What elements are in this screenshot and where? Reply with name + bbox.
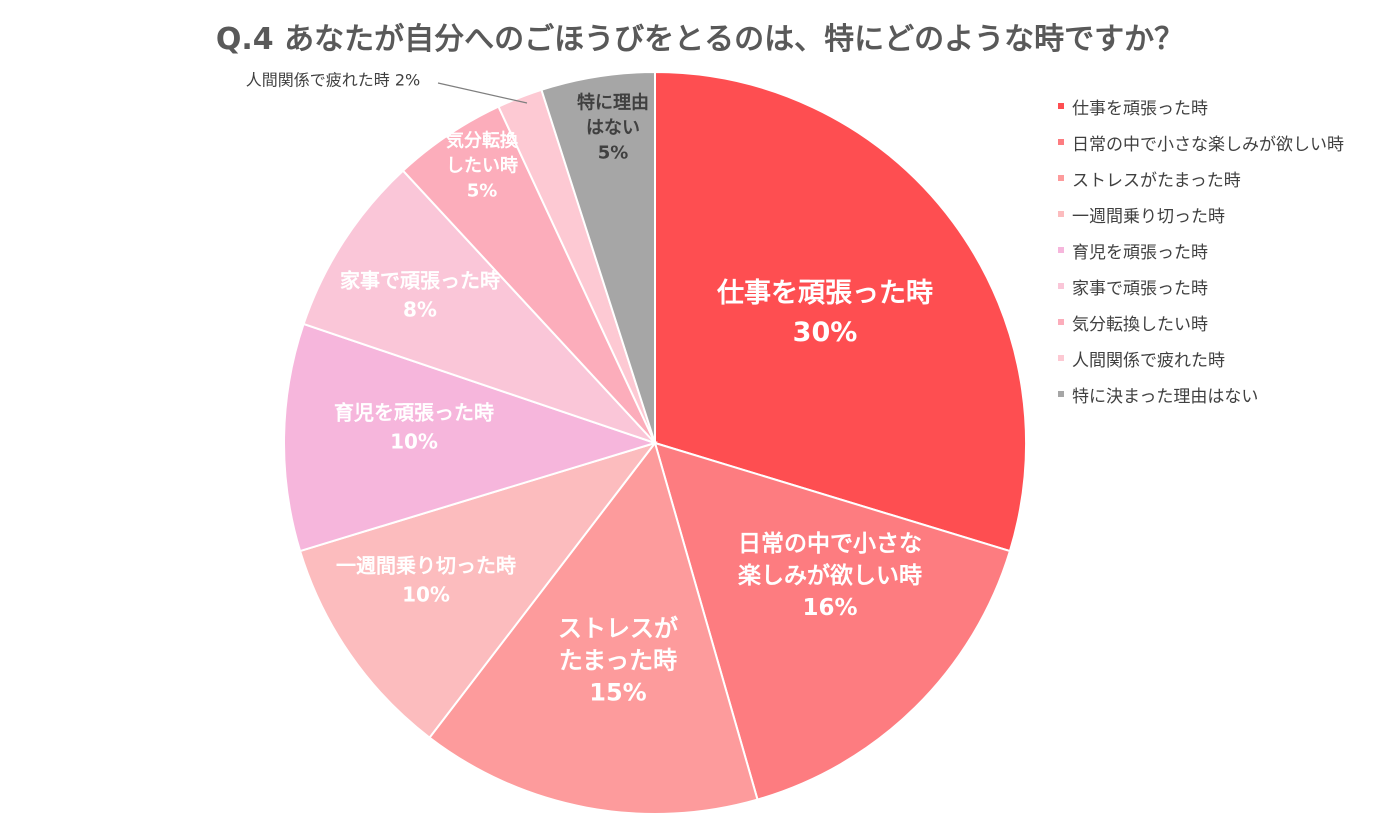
slice-label: 日常の中で小さな楽しみが欲しい時 16%: [738, 531, 922, 621]
pie-slice: [540, 70, 656, 444]
pie-slice: [654, 70, 1027, 553]
slice-label: 人間関係で疲れた時 2%: [246, 71, 420, 90]
slice-label-line: 30%: [793, 317, 858, 348]
legend-label: ストレスがたまった時: [1072, 170, 1241, 191]
legend-label: 人間関係で疲れた時: [1072, 350, 1225, 371]
slice-label: 家事で頑張った時 8%: [340, 269, 500, 322]
legend-swatch: [1058, 355, 1064, 361]
legend-swatch: [1058, 139, 1064, 145]
slice-label-line: 気分転換: [446, 129, 519, 151]
slice-label-line: したい時: [446, 155, 518, 176]
slice-label-line: 仕事を頑張った時: [716, 278, 933, 309]
slice-label-line: 8%: [403, 298, 437, 322]
legend-swatch: [1058, 247, 1064, 253]
slice-label-line: 育児を頑張った時: [334, 401, 494, 425]
legend-item: 育児を頑張った時: [1058, 232, 1344, 268]
legend-item: 仕事を頑張った時: [1058, 88, 1344, 124]
legend-item: ストレスがたまった時: [1058, 160, 1344, 196]
slice-label-line: 5%: [598, 142, 629, 163]
legend-label: 特に決まった理由はない: [1072, 386, 1259, 407]
slice-label-line: 10%: [390, 430, 438, 454]
slice-label: 気分転換したい時 5%: [446, 129, 519, 201]
legend: 仕事を頑張った時日常の中で小さな楽しみが欲しい時 ストレスがたまった時 一週間乗り切…: [1058, 88, 1344, 412]
slice-label-line: 楽しみが欲しい時: [738, 562, 922, 589]
slice-label: 一週間乗り切った時 10%: [336, 554, 516, 607]
slice-label-line: 特に理由: [577, 91, 649, 113]
legend-label: 家事で頑張った時: [1072, 278, 1208, 299]
legend-swatch: [1058, 319, 1064, 325]
legend-item: 家事で頑張った時: [1058, 268, 1344, 304]
legend-swatch: [1058, 283, 1064, 289]
legend-item: 日常の中で小さな楽しみが欲しい時: [1058, 124, 1344, 160]
slice-label-line: 一週間乗り切った時: [336, 554, 516, 578]
legend-item: 一週間乗り切った時: [1058, 196, 1344, 232]
slice-label-line: 5%: [467, 180, 498, 201]
legend-swatch: [1058, 175, 1064, 181]
slice-label: 仕事を頑張った時 30%: [716, 278, 933, 348]
slice-label-line: 15%: [589, 678, 646, 706]
legend-label: 育児を頑張った時: [1072, 242, 1208, 263]
pie-slice: [653, 441, 1012, 801]
slice-label-line: はない: [586, 117, 640, 138]
pie-slice: [428, 440, 759, 815]
legend-label: 仕事を頑張った時: [1072, 98, 1208, 119]
legend-label: 一週間乗り切った時: [1072, 206, 1225, 227]
legend-item: 特に決まった理由はない: [1058, 376, 1344, 412]
slice-label-line: 家事で頑張った時: [340, 269, 500, 293]
slice-label-line: 人間関係で疲れた時 2%: [246, 71, 420, 90]
pie-slice: [302, 169, 656, 444]
legend-swatch: [1058, 211, 1064, 217]
slice-label-line: たまった時: [559, 646, 677, 674]
slice-label-line: 10%: [402, 583, 450, 607]
legend-item: 気分転換したい時: [1058, 304, 1344, 340]
slice-label: 特に理由はない 5%: [577, 91, 649, 163]
legend-label: 気分転換したい時: [1072, 314, 1208, 335]
legend-swatch: [1058, 391, 1064, 397]
slice-label: 育児を頑張った時 10%: [334, 401, 494, 454]
slice-label: ストレスがたまった時 15%: [558, 614, 678, 706]
legend-item: 人間関係で疲れた時: [1058, 340, 1344, 376]
slice-label-line: ストレスが: [558, 614, 678, 642]
leader-line: [437, 82, 528, 104]
pie-slice: [283, 322, 659, 553]
legend-label: 日常の中で小さな楽しみが欲しい時: [1072, 134, 1344, 155]
slice-label-line: 日常の中で小さな: [738, 531, 922, 557]
pie-slice: [298, 441, 658, 740]
chart-title: Q.4 あなたが自分へのごほうびをとるのは、特にどのような時ですか？: [215, 22, 1185, 57]
slice-label-line: 16%: [802, 595, 857, 621]
legend-swatch: [1058, 103, 1064, 109]
